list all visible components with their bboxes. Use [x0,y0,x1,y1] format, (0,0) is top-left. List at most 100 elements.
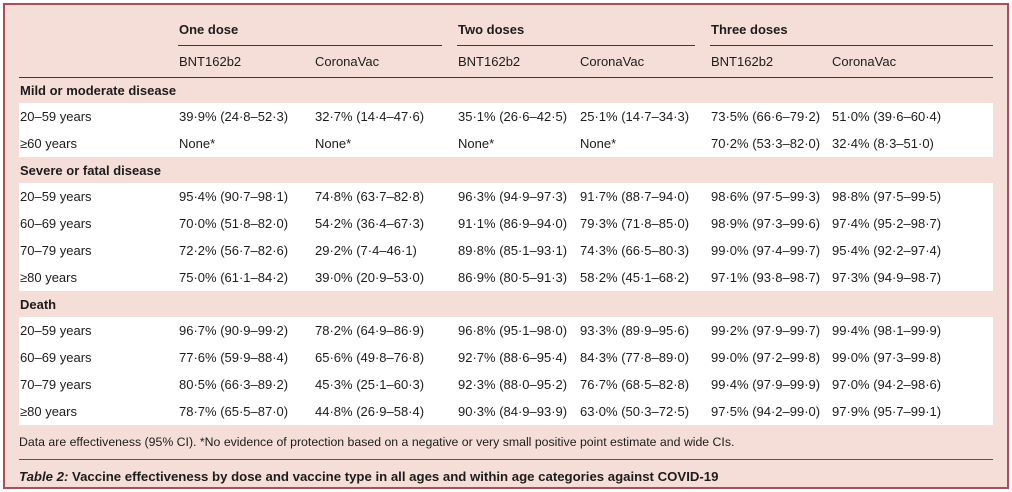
age-group-label: 20–59 years [19,317,178,344]
effectiveness-value: 97·1% (93·8–98·7) [710,264,831,291]
effectiveness-value: 92·7% (88·6–95·4) [457,344,579,371]
dose-group-label: Three doses [710,15,993,46]
effectiveness-value: None* [178,130,314,157]
effectiveness-value: 99·0% (97·2–99·8) [710,344,831,371]
effectiveness-value: 45·3% (25·1–60·3) [314,371,457,398]
effectiveness-value: 99·0% (97·4–99·7) [710,237,831,264]
effectiveness-value: 70·2% (53·3–82·0) [710,130,831,157]
table-caption: Table 2: Vaccine effectiveness by dose a… [19,469,993,484]
effectiveness-value: 73·5% (66·6–79·2) [710,103,831,130]
age-group-label: ≥80 years [19,264,178,291]
effectiveness-value: 99·4% (97·9–99·9) [710,371,831,398]
effectiveness-value: 96·7% (90·9–99·2) [178,317,314,344]
effectiveness-value: 99·0% (97·3–99·8) [831,344,993,371]
table-row: 70–79 years 80·5% (66·3–89·2) 45·3% (25·1–… [19,371,993,398]
table-row: 60–69 years 70·0% (51·8–82·0) 54·2% (36·4–… [19,210,993,237]
effectiveness-value: 35·1% (26·6–42·5) [457,103,579,130]
dose-header-row: One dose Two doses Three doses [19,11,993,46]
effectiveness-value: 39·9% (24·8–52·3) [178,103,314,130]
effectiveness-value: 96·3% (94·9–97·3) [457,183,579,210]
effectiveness-value: 92·3% (88·0–95·2) [457,371,579,398]
effectiveness-value: 78·7% (65·5–87·0) [178,398,314,425]
effectiveness-value: 80·5% (66·3–89·2) [178,371,314,398]
age-group-label: 60–69 years [19,210,178,237]
effectiveness-value: 75·0% (61·1–84·2) [178,264,314,291]
table-row: ≥80 years 78·7% (65·5–87·0) 44·8% (26·9–58… [19,398,993,425]
table-row: 20–59 years 95·4% (90·7–98·1) 74·8% (63·7–… [19,183,993,210]
effectiveness-value: 93·3% (89·9–95·6) [579,317,710,344]
effectiveness-value: 96·8% (95·1–98·0) [457,317,579,344]
table-body: Mild or moderate disease 20–59 years 39·9%… [19,77,993,425]
effectiveness-value: 95·4% (92·2–97·4) [831,237,993,264]
effectiveness-value: 97·9% (95·7–99·1) [831,398,993,425]
effectiveness-value: 90·3% (84·9–93·9) [457,398,579,425]
vaccine-column-header: BNT162b2 [178,46,314,78]
effectiveness-value: 98·6% (97·5–99·3) [710,183,831,210]
effectiveness-value: 25·1% (14·7–34·3) [579,103,710,130]
caption-text: Vaccine effectiveness by dose and vaccin… [68,469,719,484]
effectiveness-value: 63·0% (50·3–72·5) [579,398,710,425]
vaccine-header-row: BNT162b2 CoronaVac BNT162b2 CoronaVac BNT162… [19,46,993,78]
effectiveness-value: 98·9% (97·3–99·6) [710,210,831,237]
effectiveness-value: None* [314,130,457,157]
effectiveness-value: 51·0% (39·6–60·4) [831,103,993,130]
effectiveness-value: 98·8% (97·5–99·5) [831,183,993,210]
vaccine-column-header: BNT162b2 [710,46,831,78]
effectiveness-value: 91·1% (86·9–94·0) [457,210,579,237]
effectiveness-value: 86·9% (80·5–91·3) [457,264,579,291]
vaccine-column-header: CoronaVac [314,46,457,78]
table-row: 20–59 years 39·9% (24·8–52·3) 32·7% (14·4–… [19,103,993,130]
effectiveness-value: 70·0% (51·8–82·0) [178,210,314,237]
effectiveness-value: 32·7% (14·4–47·6) [314,103,457,130]
effectiveness-value: 99·4% (98·1–99·9) [831,317,993,344]
effectiveness-value: 97·0% (94·2–98·6) [831,371,993,398]
section-title: Death [20,296,57,312]
age-group-label: 20–59 years [19,183,178,210]
dose-group-label: One dose [178,15,442,46]
table-row: 20–59 years 96·7% (90·9–99·2) 78·2% (64·9–… [19,317,993,344]
vaccine-column-header: CoronaVac [831,46,993,78]
effectiveness-value: 99·2% (97·9–99·7) [710,317,831,344]
table-row: 60–69 years 77·6% (59·9–88·4) 65·6% (49·8–… [19,344,993,371]
empty-label-cell [19,46,178,78]
age-group-label: ≥80 years [19,398,178,425]
vaccine-column-header: CoronaVac [579,46,710,78]
effectiveness-value: 91·7% (88·7–94·0) [579,183,710,210]
effectiveness-value: 77·6% (59·9–88·4) [178,344,314,371]
table-row: 70–79 years 72·2% (56·7–82·6) 29·2% (7·4–4… [19,237,993,264]
vaccine-effectiveness-table: One dose Two doses Three doses BNT162b2 Coro… [19,11,993,425]
effectiveness-value: 97·4% (95·2–98·7) [831,210,993,237]
effectiveness-value: 58·2% (45·1–68·2) [579,264,710,291]
age-group-label: ≥60 years [19,130,178,157]
effectiveness-value: 32·4% (8·3–51·0) [831,130,993,157]
dose-group-header: One dose [178,11,457,46]
effectiveness-value: 44·8% (26·9–58·4) [314,398,457,425]
age-group-label: 70–79 years [19,237,178,264]
age-group-label: 70–79 years [19,371,178,398]
caption-label: Table 2: [19,469,69,484]
caption-divider [19,459,993,460]
effectiveness-value: 54·2% (36·4–67·3) [314,210,457,237]
section-title: Severe or fatal disease [20,162,161,178]
effectiveness-value: 39·0% (20·9–53·0) [314,264,457,291]
dose-group-header: Three doses [710,11,993,46]
effectiveness-value: None* [457,130,579,157]
dose-group-label: Two doses [457,15,695,46]
section-header-row: Death [19,291,993,317]
table-footnote: Data are effectiveness (95% CI). *No evi… [19,435,735,449]
section-title: Mild or moderate disease [20,82,177,98]
section-header-row: Severe or fatal disease [19,157,993,183]
age-group-label: 20–59 years [19,103,178,130]
corner-cell [19,11,178,46]
table-frame: One dose Two doses Three doses BNT162b2 Coro… [3,3,1009,489]
effectiveness-value: 29·2% (7·4–46·1) [314,237,457,264]
effectiveness-value: 72·2% (56·7–82·6) [178,237,314,264]
dose-group-header: Two doses [457,11,710,46]
effectiveness-value: 97·5% (94·2–99·0) [710,398,831,425]
effectiveness-value: 79·3% (71·8–85·0) [579,210,710,237]
effectiveness-value: 95·4% (90·7–98·1) [178,183,314,210]
table-row: ≥60 years None* None* None* None* 70·2% (53·3… [19,130,993,157]
vaccine-column-header: BNT162b2 [457,46,579,78]
effectiveness-value: 76·7% (68·5–82·8) [579,371,710,398]
section-header-row: Mild or moderate disease [19,77,993,103]
